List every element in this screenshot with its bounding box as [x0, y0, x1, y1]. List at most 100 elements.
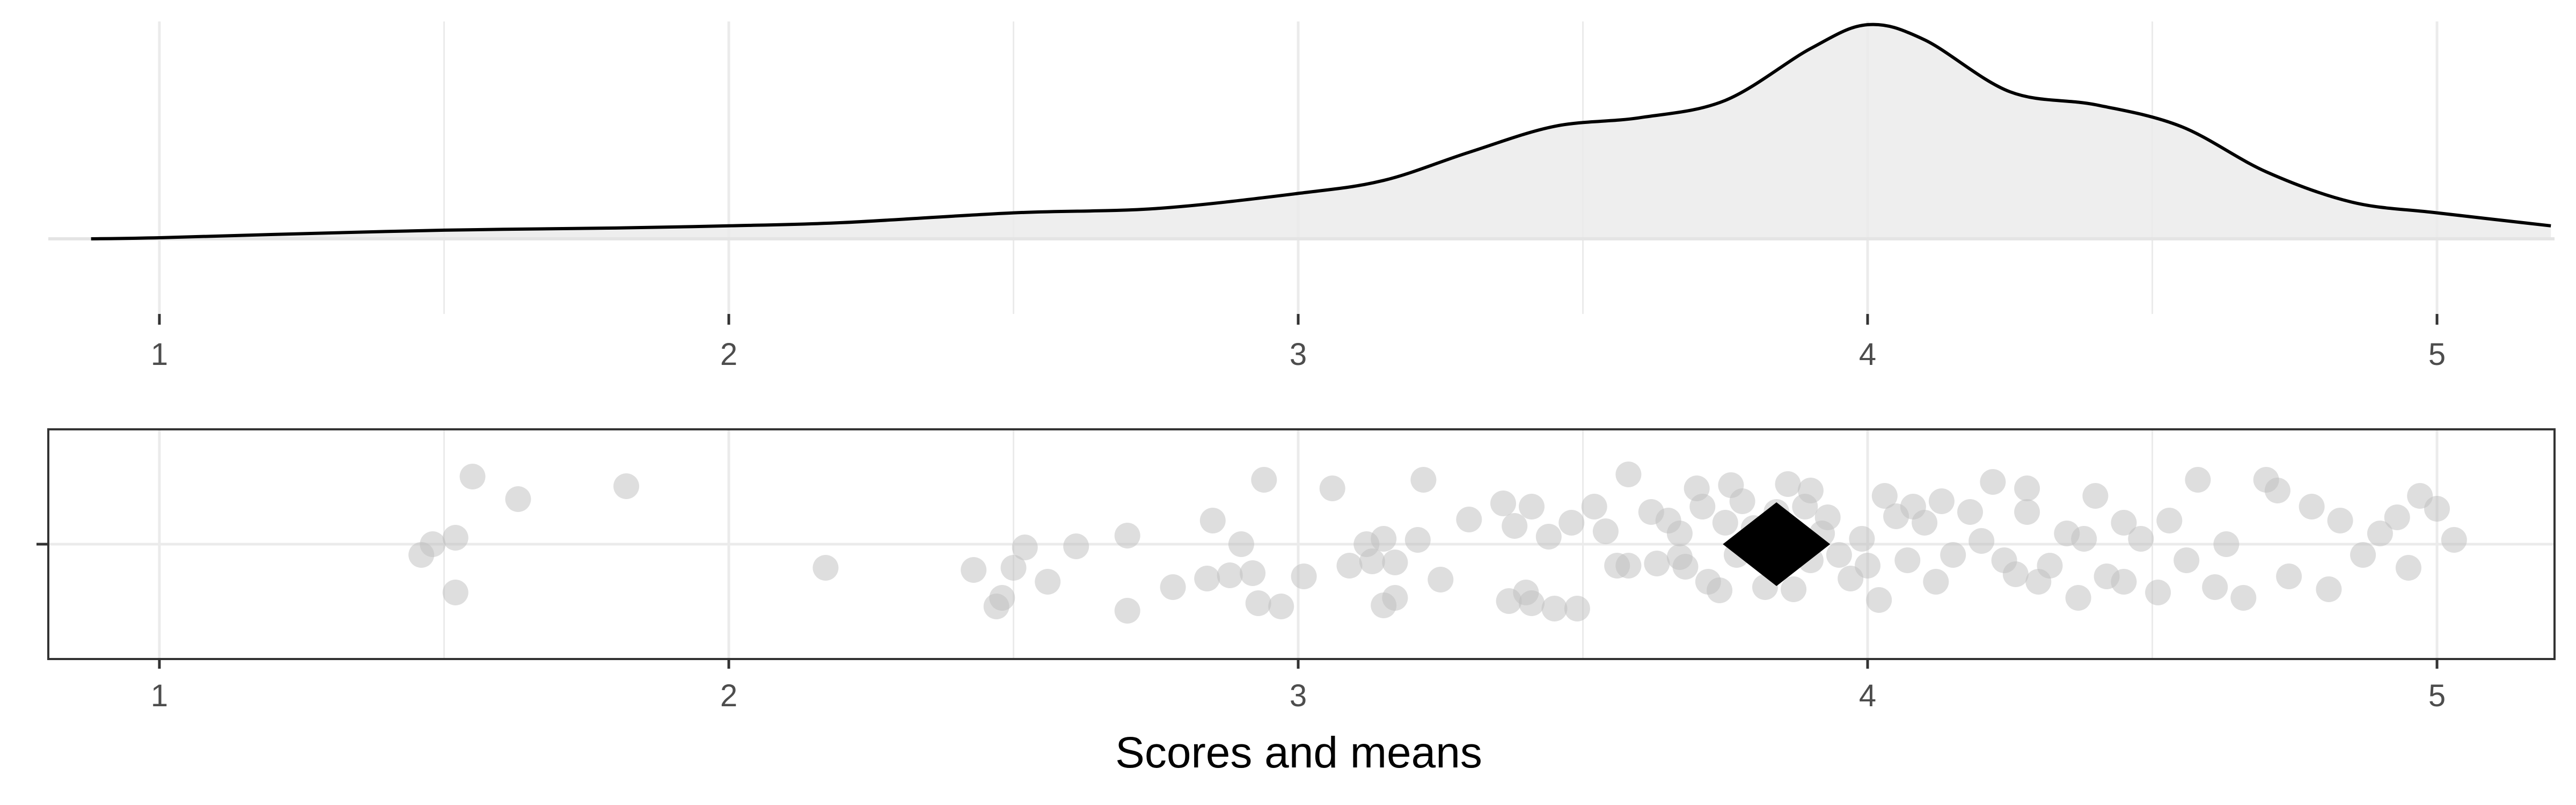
- score-point: [1928, 488, 1955, 514]
- score-point: [2071, 526, 2097, 552]
- bottom-tick-label: 4: [1859, 678, 1876, 713]
- score-point: [2441, 527, 2467, 553]
- points-panel: 1 2 3 4 5: [36, 428, 2556, 713]
- bottom-tick-label: 5: [2428, 678, 2446, 713]
- score-point: [2230, 585, 2257, 611]
- score-point: [1336, 553, 1363, 579]
- score-point: [2327, 508, 2353, 533]
- score-point: [1519, 590, 1545, 616]
- score-point: [1655, 508, 1681, 533]
- score-point: [1781, 576, 1807, 602]
- density-panel: 1 2 3 4 5: [48, 21, 2555, 372]
- score-point: [2065, 585, 2091, 611]
- score-point: [1615, 462, 1642, 487]
- bottom-tick-label: 1: [151, 678, 168, 713]
- score-point: [2350, 542, 2376, 568]
- score-point: [2002, 561, 2029, 587]
- score-point: [1871, 483, 1898, 509]
- density-line: [91, 23, 2551, 240]
- score-point: [1672, 554, 1699, 580]
- score-point: [813, 555, 839, 581]
- bottom-tick-label: 3: [1290, 678, 1307, 713]
- score-point: [1291, 564, 1317, 589]
- score-point: [1775, 471, 1801, 497]
- score-point: [1382, 550, 1408, 575]
- score-point: [1319, 475, 1345, 501]
- score-point: [1957, 499, 1983, 525]
- score-points: [408, 462, 2467, 624]
- score-point: [1558, 510, 1585, 536]
- score-point: [505, 486, 531, 512]
- score-point: [1519, 494, 1545, 519]
- score-point: [1689, 494, 1716, 519]
- density-area: [91, 24, 2551, 239]
- score-point: [1012, 535, 1038, 560]
- score-point: [1194, 566, 1220, 591]
- score-point: [1035, 569, 1061, 595]
- score-point: [1063, 533, 1089, 559]
- score-point: [1502, 513, 1528, 539]
- score-point: [1729, 488, 1755, 514]
- score-point: [1160, 574, 1186, 600]
- score-point: [2174, 547, 2200, 573]
- score-point: [1428, 567, 1454, 592]
- score-point: [2202, 574, 2228, 600]
- score-point: [1541, 596, 1568, 621]
- score-point: [1240, 560, 1266, 586]
- score-point: [1644, 551, 1670, 576]
- score-point: [2384, 504, 2410, 530]
- score-point: [1535, 524, 1562, 550]
- score-point: [1592, 518, 1619, 544]
- score-point: [2264, 478, 2290, 503]
- score-point: [1707, 577, 1733, 603]
- score-point: [2014, 499, 2040, 525]
- score-point: [2037, 553, 2063, 579]
- score-point: [1410, 467, 1437, 493]
- top-axis-ticks: 1 2 3 4 5: [151, 314, 2446, 372]
- score-point: [1968, 528, 1995, 554]
- score-point: [420, 531, 446, 557]
- score-point: [442, 525, 469, 551]
- score-point: [2111, 510, 2137, 536]
- score-point: [1382, 585, 1408, 611]
- score-point: [1814, 504, 1841, 530]
- x-axis-title: Scores and means: [1115, 728, 1482, 777]
- score-point: [1866, 587, 1892, 613]
- score-point: [1912, 510, 1938, 536]
- score-point: [2185, 467, 2211, 493]
- score-point: [1456, 507, 1482, 532]
- score-point: [1114, 598, 1140, 624]
- score-point: [1855, 553, 1880, 579]
- score-point: [1581, 494, 1607, 519]
- score-point: [1359, 548, 1385, 574]
- bottom-tick-label: 2: [720, 678, 737, 713]
- score-point: [1797, 478, 1824, 503]
- top-tick-label: 3: [1290, 337, 1307, 372]
- mean-marker: [1723, 502, 1831, 586]
- score-point: [2276, 564, 2302, 589]
- density-grid: [158, 21, 2439, 314]
- top-tick-label: 4: [1859, 337, 1876, 372]
- score-point: [1251, 467, 1277, 493]
- top-tick-label: 5: [2428, 337, 2446, 372]
- score-point: [1490, 491, 1516, 516]
- score-point: [1371, 526, 1397, 552]
- score-point: [1404, 527, 1431, 553]
- score-point: [2316, 576, 2342, 602]
- score-point: [2424, 496, 2450, 522]
- score-point: [1923, 569, 1949, 595]
- score-point: [1980, 469, 2006, 495]
- score-point: [1000, 555, 1027, 581]
- score-point: [2367, 521, 2393, 546]
- score-point: [1615, 553, 1642, 579]
- score-point: [2014, 475, 2040, 501]
- score-point: [961, 557, 987, 583]
- score-point: [2395, 555, 2421, 581]
- score-point: [1245, 590, 1271, 616]
- score-point: [2111, 569, 2137, 595]
- score-point: [1114, 523, 1140, 548]
- score-point: [2299, 494, 2325, 519]
- score-point: [2156, 508, 2183, 533]
- score-point: [1268, 594, 1294, 619]
